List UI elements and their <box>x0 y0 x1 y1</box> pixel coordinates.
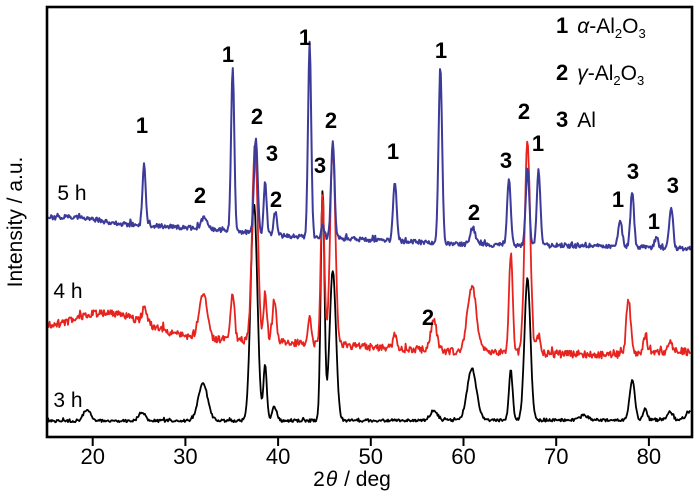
peak-label-1: 1 <box>135 113 149 138</box>
peak-label-3: 3 <box>499 148 513 173</box>
peak-label-3: 3 <box>265 141 279 166</box>
legend-phase: γ-Al2O3 <box>577 62 645 89</box>
x-label-suffix: / deg <box>338 468 391 491</box>
x-tick-label: 30 <box>173 444 197 469</box>
x-tick-label: 40 <box>266 444 290 469</box>
theta-symbol: θ <box>325 468 338 491</box>
peak-label-2: 2 <box>250 104 264 129</box>
peak-label-3: 3 <box>626 159 640 184</box>
x-tick-label: 70 <box>544 444 568 469</box>
y-axis-label: Intensity / a.u. <box>4 156 27 288</box>
legend-phase: Al <box>577 109 596 133</box>
x-tick-label: 60 <box>451 444 475 469</box>
peak-label-1: 1 <box>647 209 661 234</box>
legend-num: 2 <box>556 60 569 86</box>
plot-frame <box>45 5 694 439</box>
peak-label-2: 2 <box>324 108 338 133</box>
x-axis-label: 2θ / deg <box>313 468 391 492</box>
legend-item-2: 2 γ-Al2O3 <box>556 60 646 94</box>
peak-label-2: 2 <box>269 187 283 212</box>
peak-label-1: 1 <box>221 42 235 67</box>
x-tick-label: 20 <box>80 444 104 469</box>
x-tick-label: 80 <box>637 444 661 469</box>
peak-label-1: 1 <box>434 38 448 63</box>
legend-num: 3 <box>556 107 569 133</box>
curve-label-3h: 3 h <box>53 389 83 412</box>
peak-label-2: 2 <box>517 99 531 124</box>
x-tick-label: 50 <box>359 444 383 469</box>
peak-label-1: 1 <box>386 139 400 164</box>
peak-label-1: 1 <box>531 131 545 156</box>
curve-label-4h: 4 h <box>53 280 83 303</box>
peak-label-2: 2 <box>467 200 481 225</box>
peak-label-2: 2 <box>193 183 207 208</box>
xrd-curve-5h <box>48 40 691 252</box>
phase-legend: 1 α-Al2O3 2 γ-Al2O3 3 Al <box>556 13 646 147</box>
xrd-curve-4h <box>48 140 691 360</box>
legend-num: 1 <box>556 13 569 38</box>
peak-label-1: 1 <box>298 25 312 50</box>
x-label-prefix: 2 <box>313 468 325 491</box>
peak-label-2: 2 <box>421 305 435 330</box>
xrd-curve-3h <box>48 190 691 424</box>
legend-item-1: 1 α-Al2O3 <box>556 13 646 47</box>
peak-label-3: 3 <box>666 173 680 198</box>
peak-label-3: 3 <box>313 153 327 178</box>
peak-label-1: 1 <box>611 187 625 212</box>
legend-item-3: 3 Al <box>556 107 646 134</box>
legend-phase: α-Al2O3 <box>577 15 646 42</box>
curve-label-5h: 5 h <box>57 182 87 205</box>
